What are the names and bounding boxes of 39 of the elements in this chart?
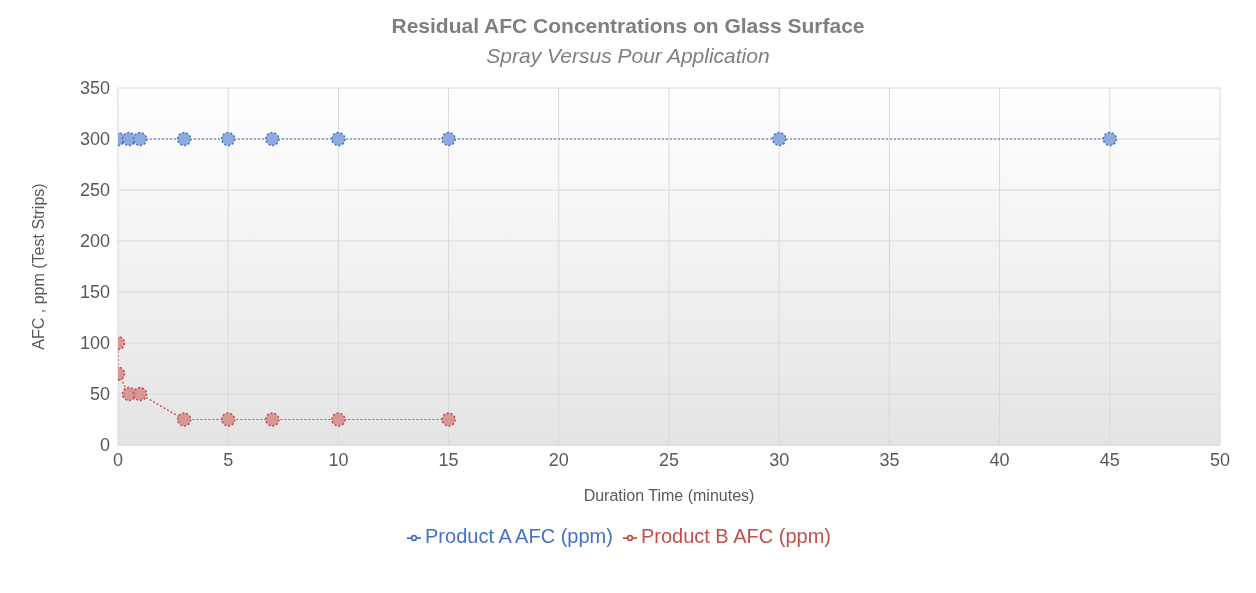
x-tick-label: 15 xyxy=(438,449,459,470)
x-tick-label: 30 xyxy=(769,449,790,470)
point xyxy=(220,131,236,147)
legend-label: Product A AFC (ppm) xyxy=(425,525,613,547)
point xyxy=(331,131,346,147)
x-tick-label: 10 xyxy=(328,449,349,470)
y-tick-label: 100 xyxy=(79,333,110,354)
point xyxy=(132,386,148,402)
x-tick-label: 35 xyxy=(879,449,900,470)
point xyxy=(331,412,346,427)
point xyxy=(441,412,456,427)
x-tick-label: 25 xyxy=(658,449,680,470)
x-tick-label: 20 xyxy=(548,449,569,470)
x-tick-label: 40 xyxy=(989,449,1010,470)
y-tick-label: 200 xyxy=(79,231,110,252)
point xyxy=(441,131,456,147)
x-tick-label: 5 xyxy=(223,449,234,470)
y-axis-title: AFC , ppm (Test Strips) xyxy=(29,183,47,350)
point xyxy=(265,131,280,147)
x-tick-label: 0 xyxy=(112,449,124,470)
x-axis-title: Duration Time (minutes) xyxy=(583,487,755,504)
y-tick-label: 0 xyxy=(99,435,110,456)
point xyxy=(1102,131,1118,147)
x-tick-label: 45 xyxy=(1099,449,1120,470)
y-tick-label: 50 xyxy=(89,384,110,405)
y-tick-label: 300 xyxy=(79,129,110,150)
y-tick-label: 150 xyxy=(79,282,110,303)
legend-label: Product B AFC (ppm) xyxy=(640,525,831,547)
y-tick-label: 350 xyxy=(79,78,110,99)
point xyxy=(771,131,787,147)
chart-subtitle: Spray Versus Pour Application xyxy=(485,44,771,68)
point xyxy=(176,131,192,147)
point xyxy=(132,131,148,147)
y-tick-label: 250 xyxy=(79,180,110,201)
x-tick-label: 50 xyxy=(1209,449,1231,470)
point xyxy=(265,412,280,427)
point xyxy=(220,412,236,427)
point xyxy=(176,412,192,427)
chart-title: Residual AFC Concentrations on Glass Surface xyxy=(390,14,866,38)
